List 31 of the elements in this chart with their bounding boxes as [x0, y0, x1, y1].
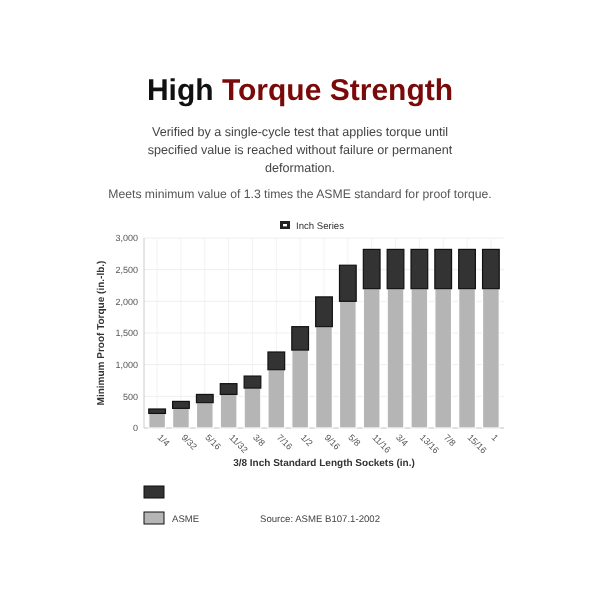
bar — [195, 402, 214, 429]
bar — [243, 387, 262, 429]
bar — [362, 248, 381, 290]
bar — [386, 288, 405, 429]
bar — [172, 400, 190, 409]
bar — [338, 264, 357, 302]
bar — [315, 296, 333, 328]
bar — [291, 349, 310, 429]
bar — [148, 412, 167, 429]
bar — [219, 393, 238, 429]
bar — [267, 351, 286, 371]
bar — [434, 288, 453, 429]
chart-title: High Torque Strength — [146, 74, 454, 108]
bar — [458, 288, 476, 429]
bar — [219, 383, 238, 396]
bar — [362, 288, 381, 429]
bar — [434, 248, 453, 290]
bar — [148, 408, 167, 415]
bar — [410, 288, 429, 429]
bar — [410, 248, 429, 290]
bar — [386, 248, 405, 290]
bar — [172, 407, 190, 429]
bar — [458, 248, 476, 290]
bar — [315, 326, 333, 429]
bar — [291, 326, 310, 351]
bar — [195, 393, 214, 404]
bar — [267, 369, 286, 429]
bar — [481, 288, 500, 429]
bar — [243, 375, 262, 389]
bar — [338, 300, 357, 429]
bar — [481, 248, 500, 290]
